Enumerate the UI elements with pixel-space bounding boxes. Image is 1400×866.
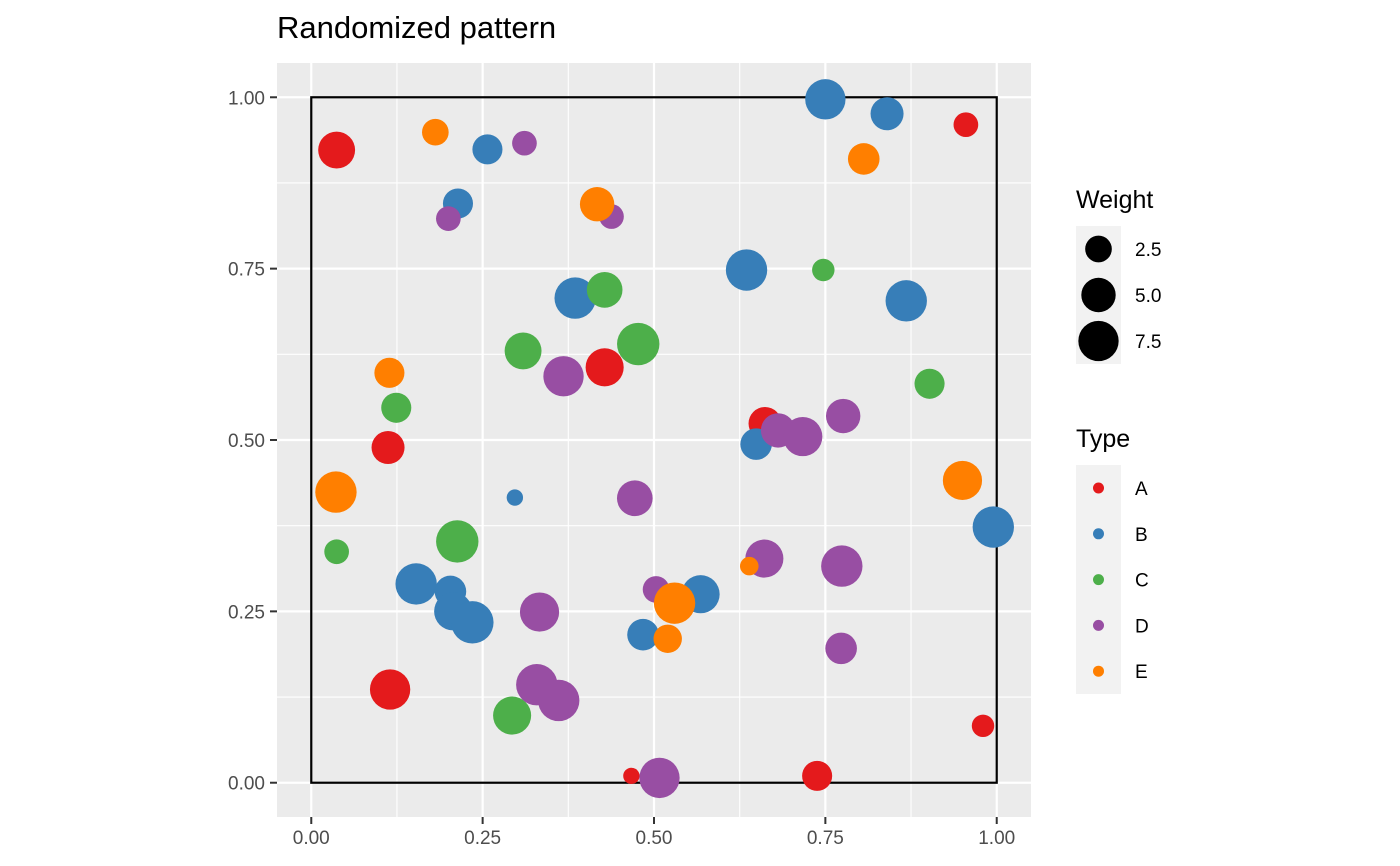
point-B xyxy=(472,134,503,165)
legend-weight-key xyxy=(1081,277,1116,313)
legend-type-label: E xyxy=(1135,662,1148,683)
y-tick-label: 0.75 xyxy=(228,260,265,281)
point-B xyxy=(506,489,524,506)
legend-weight-label: 5.0 xyxy=(1135,286,1161,307)
legend-type-label: A xyxy=(1135,479,1148,500)
y-axis: 0.00 0.25 0.50 0.75 1.00 xyxy=(228,88,277,795)
point-D xyxy=(436,206,461,231)
data-points xyxy=(315,79,1014,799)
point-E xyxy=(653,624,682,654)
point-E xyxy=(653,582,696,624)
point-A xyxy=(369,669,411,710)
point-E xyxy=(942,460,983,501)
point-A xyxy=(623,767,640,785)
legend-type-key-E xyxy=(1093,665,1104,677)
legend-weight-key xyxy=(1085,235,1112,263)
legend-weight-key xyxy=(1078,320,1119,362)
point-B xyxy=(395,563,437,605)
point-C xyxy=(381,392,412,423)
y-tick-label: 0.25 xyxy=(228,602,265,623)
point-C xyxy=(812,258,835,282)
point-E xyxy=(740,556,759,576)
legend-type-key-B xyxy=(1093,528,1104,540)
point-A xyxy=(971,714,995,738)
point-B xyxy=(627,618,659,651)
legend-type-key-C xyxy=(1093,574,1104,586)
point-E xyxy=(315,471,357,513)
point-A xyxy=(953,112,979,138)
legend-type-key-A xyxy=(1093,482,1104,494)
point-C xyxy=(324,539,349,565)
point-D xyxy=(825,398,861,434)
point-A xyxy=(318,131,356,169)
point-C xyxy=(436,520,479,563)
legend-weight-label: 2.5 xyxy=(1135,240,1161,261)
point-A xyxy=(371,431,405,465)
point-B xyxy=(725,249,768,291)
point-D xyxy=(821,545,863,587)
legend-weight: Weight 2.5 5.0 7.5 xyxy=(1076,186,1161,364)
legend-weight-title: Weight xyxy=(1076,186,1153,214)
legend-type-label: D xyxy=(1135,616,1149,637)
point-B xyxy=(554,277,596,319)
point-B xyxy=(870,97,904,131)
y-tick-label: 0.00 xyxy=(228,774,265,795)
point-C xyxy=(504,332,542,370)
point-E xyxy=(422,118,449,146)
point-B xyxy=(805,79,846,120)
point-C xyxy=(617,322,660,366)
legend-type-key-D xyxy=(1093,619,1104,631)
point-D xyxy=(616,480,653,517)
point-E xyxy=(847,143,880,175)
point-C xyxy=(586,272,623,308)
point-A xyxy=(802,760,833,791)
x-tick-label: 0.00 xyxy=(293,828,330,849)
point-D xyxy=(519,592,560,632)
point-A xyxy=(585,348,624,387)
legend-type-label: C xyxy=(1135,571,1149,592)
point-B xyxy=(972,506,1014,548)
legend-weight-label: 7.5 xyxy=(1135,332,1161,353)
legend-type-title: Type xyxy=(1076,425,1130,453)
x-tick-label: 0.75 xyxy=(807,828,844,849)
point-D xyxy=(639,757,680,799)
legend-type-label: B xyxy=(1135,525,1148,546)
point-D xyxy=(825,632,857,665)
point-C xyxy=(493,696,532,735)
point-B xyxy=(451,601,494,644)
point-C xyxy=(914,368,945,399)
point-D xyxy=(512,130,537,156)
point-E xyxy=(579,187,615,222)
point-E xyxy=(374,357,405,388)
chart-title: Randomized pattern xyxy=(277,10,557,45)
y-tick-label: 1.00 xyxy=(228,88,265,109)
point-D xyxy=(538,679,580,722)
x-axis: 0.00 0.25 0.50 0.75 1.00 xyxy=(293,817,1015,849)
x-tick-label: 0.25 xyxy=(464,828,501,849)
point-D xyxy=(783,416,823,457)
point-B xyxy=(885,280,927,322)
point-D xyxy=(543,356,584,397)
x-tick-label: 0.50 xyxy=(636,828,673,849)
x-tick-label: 1.00 xyxy=(978,828,1015,849)
legend-type: Type A B C D E xyxy=(1076,425,1149,694)
y-tick-label: 0.50 xyxy=(228,431,265,452)
